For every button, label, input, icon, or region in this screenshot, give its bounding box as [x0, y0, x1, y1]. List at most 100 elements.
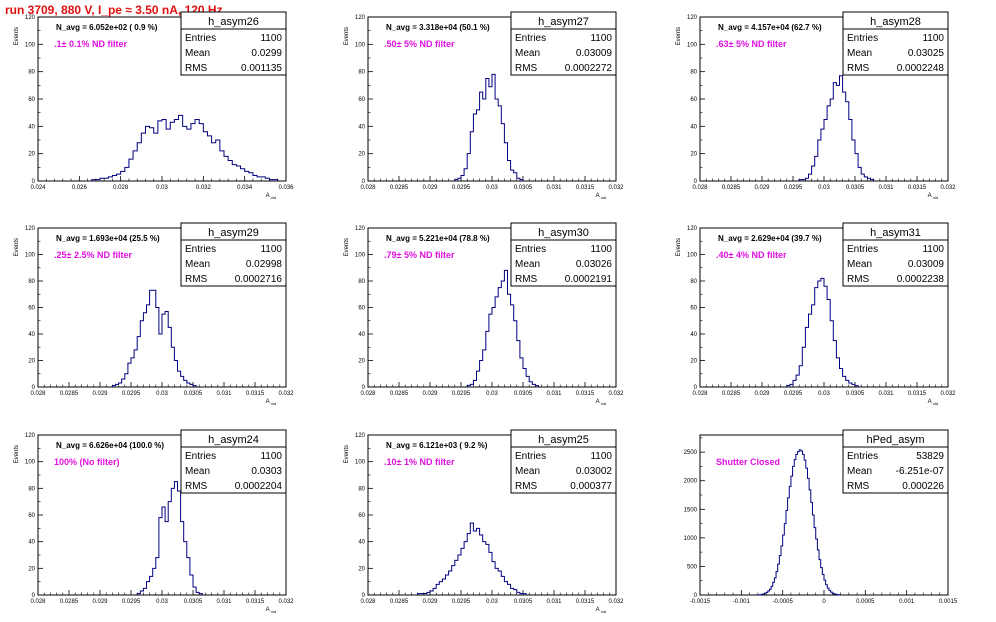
y-tick-label: 60	[358, 306, 365, 312]
histogram-line	[417, 522, 527, 595]
x-tick-label: 0.0305	[846, 185, 865, 191]
stats-value: 0.03009	[576, 48, 613, 59]
y-axis-title: Events	[14, 445, 20, 463]
x-tick-label: 0.0285	[60, 391, 79, 397]
x-tick-label: 0.03	[486, 185, 498, 191]
stats-label: Entries	[847, 244, 878, 255]
y-tick-label: 0	[362, 593, 366, 599]
stats-box: h_asym30 Entries 1100 Mean 0.03026 RMS 0.00021…	[510, 222, 617, 287]
y-tick-label: 40	[28, 124, 35, 130]
x-tick-label: 0.031	[216, 391, 232, 397]
stats-histogram-name: h_asym24	[208, 434, 259, 446]
stats-box: h_asym24 Entries 1100 Mean 0.0303 RMS 0.000220…	[180, 429, 287, 494]
x-tick-label: 0.032	[608, 599, 624, 605]
x-tick-label: 0.036	[278, 185, 294, 191]
y-tick-label: 40	[690, 124, 697, 130]
y-tick-label: 20	[358, 359, 365, 365]
y-tick-label: 80	[358, 70, 365, 76]
histogram-line	[136, 481, 203, 595]
stats-histogram-name: h_asym26	[208, 16, 259, 28]
stats-frame	[510, 429, 617, 494]
stats-histogram-name: h_asym28	[870, 16, 921, 28]
x-tick-label: 0.0295	[452, 185, 471, 191]
x-tick-label: 0.028	[113, 185, 129, 191]
stats-value: 1100	[590, 451, 612, 462]
x-tick-label: 0.032	[278, 391, 294, 397]
x-tick-label: 0.0015	[939, 599, 958, 605]
x-tick-label: 0.0305	[514, 599, 533, 605]
x-tick-label: 0.028	[692, 391, 708, 397]
stats-value: 1100	[260, 33, 282, 44]
x-axis-title: Auid	[266, 399, 276, 406]
x-tick-label: 0.03	[156, 391, 168, 397]
x-tick-label: 0.0295	[784, 185, 803, 191]
stats-frame	[842, 11, 949, 76]
y-tick-label: 0	[32, 179, 36, 185]
stats-value: 0.0303	[251, 466, 282, 477]
stats-label: RMS	[847, 481, 870, 492]
x-tick-label: 0.024	[30, 185, 46, 191]
stats-value: 0.0002204	[235, 481, 283, 492]
stats-value: 0.0002191	[565, 274, 613, 285]
stats-label: RMS	[847, 63, 870, 74]
y-tick-label: 60	[358, 97, 365, 103]
x-tick-label: 0	[822, 599, 826, 605]
stats-label: Mean	[515, 48, 540, 59]
y-tick-label: 80	[358, 486, 365, 492]
x-axis-title: Auid	[928, 193, 938, 200]
stats-value: 0.0002716	[235, 274, 283, 285]
y-tick-label: 100	[687, 253, 698, 259]
y-tick-label: 120	[687, 226, 698, 232]
x-tick-label: 0.0315	[246, 599, 265, 605]
x-tick-label: 0.0285	[722, 185, 741, 191]
y-tick-label: 40	[690, 332, 697, 338]
filter-annotation: .40± 4% ND filter	[716, 250, 787, 260]
y-tick-label: 120	[25, 15, 36, 21]
y-tick-label: 120	[355, 226, 366, 232]
y-tick-label: 120	[355, 433, 366, 439]
stats-histogram-name: h_asym29	[208, 227, 259, 239]
y-tick-label: 100	[25, 42, 36, 48]
stats-label: Entries	[515, 33, 546, 44]
stats-label: Mean	[847, 466, 872, 477]
panel-h_asym24: 0.028 0.0285 0.029 0.0295 0.03 0.0305 0.031 0.0…	[14, 429, 294, 614]
y-tick-label: 80	[358, 279, 365, 285]
x-tick-label: 0.03	[486, 391, 498, 397]
histogram-line	[798, 75, 875, 181]
x-tick-label: 0.0295	[452, 599, 471, 605]
stats-histogram-name: h_asym30	[538, 227, 589, 239]
stats-frame	[842, 222, 949, 287]
stats-label: Mean	[185, 259, 210, 270]
x-tick-label: 0.031	[546, 391, 562, 397]
y-tick-label: 60	[690, 306, 697, 312]
x-tick-label: 0.028	[360, 185, 376, 191]
filter-annotation: Shutter Closed	[716, 457, 780, 467]
stats-value: 1100	[590, 33, 612, 44]
y-tick-label: 100	[25, 460, 36, 466]
x-axis-title: Auid	[596, 193, 606, 200]
y-tick-label: 20	[690, 152, 697, 158]
y-axis-title: Events	[676, 27, 682, 45]
stats-value: 0.03009	[908, 259, 945, 270]
stats-label: Mean	[515, 466, 540, 477]
x-tick-label: 0.028	[360, 599, 376, 605]
stats-value: 0.0002272	[565, 63, 613, 74]
y-tick-label: 100	[25, 253, 36, 259]
y-tick-label: 100	[687, 42, 698, 48]
stats-label: Entries	[847, 33, 878, 44]
stats-frame	[842, 429, 949, 494]
x-tick-label: 0.0305	[514, 391, 533, 397]
y-tick-label: 20	[28, 566, 35, 572]
panel-title: N_avg = 4.157e+04 (62.7 %)	[718, 23, 822, 32]
stats-box: h_asym28 Entries 1100 Mean 0.03025 RMS 0.00022…	[842, 11, 949, 76]
y-axis-title: Events	[344, 238, 350, 256]
x-tick-label: -0.001	[733, 599, 751, 605]
x-tick-label: 0.0305	[514, 185, 533, 191]
stats-label: RMS	[847, 274, 870, 285]
panel-h_asym25: 0.028 0.0285 0.029 0.0295 0.03 0.0305 0.031 0.0…	[344, 429, 624, 614]
x-axis-title: Auid	[266, 193, 276, 200]
y-tick-label: 0	[32, 385, 36, 391]
y-tick-label: 100	[355, 253, 366, 259]
x-tick-label: 0.029	[422, 185, 438, 191]
